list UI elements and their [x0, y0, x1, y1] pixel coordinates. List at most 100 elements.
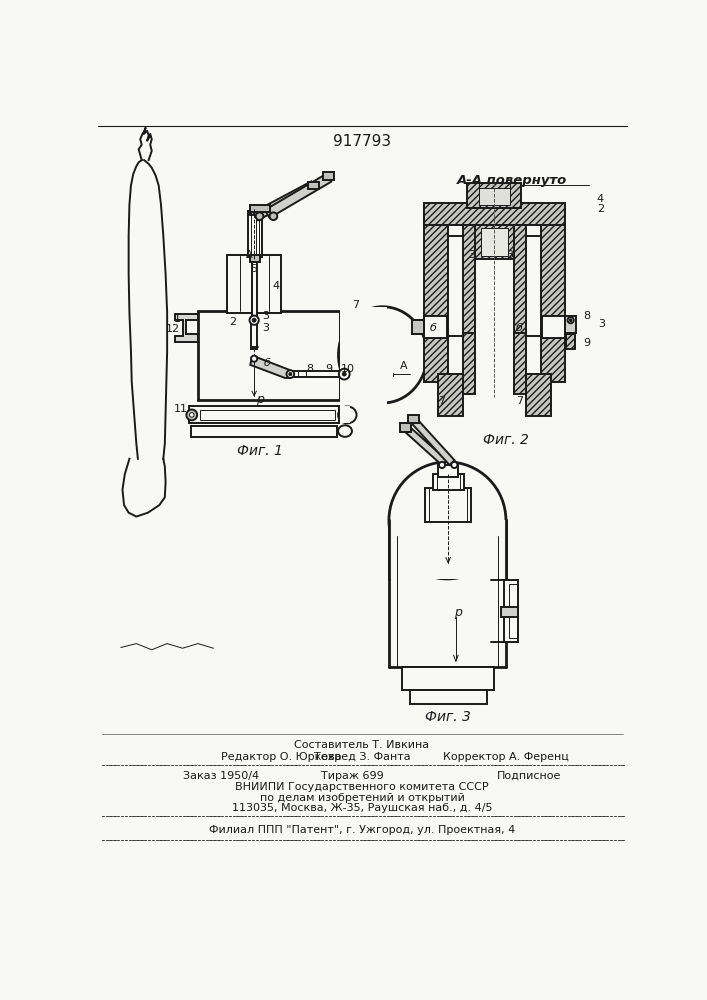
Text: Подписное: Подписное [497, 771, 561, 781]
Bar [412, 320, 424, 334]
Bar [227, 255, 281, 312]
Bar [389, 520, 506, 579]
Bar [438, 465, 458, 477]
Text: Фиг. 1: Фиг. 1 [237, 444, 283, 458]
Text: 2: 2 [597, 204, 604, 214]
Bar [474, 225, 515, 259]
Text: 5: 5 [250, 264, 257, 274]
Bar [409, 690, 486, 704]
Text: A: A [399, 361, 407, 371]
Polygon shape [254, 181, 315, 220]
Text: б: б [515, 323, 522, 333]
Text: Заказ 1950/4: Заказ 1950/4 [182, 771, 259, 781]
Polygon shape [404, 425, 447, 465]
Circle shape [251, 356, 257, 362]
Bar [250, 209, 259, 215]
Polygon shape [265, 174, 331, 218]
Bar [566, 334, 575, 349]
Bar [423, 205, 448, 382]
Circle shape [288, 373, 292, 376]
Text: А-А повернуто: А-А повернуто [457, 174, 567, 187]
Text: по делам изобретений и открытий: по делам изобретений и открытий [259, 793, 464, 803]
Circle shape [339, 369, 350, 379]
Text: 3: 3 [506, 250, 513, 260]
Bar [251, 322, 257, 349]
Bar [250, 255, 259, 262]
Text: 9: 9 [583, 338, 590, 348]
Bar [565, 316, 576, 333]
Bar [198, 311, 340, 400]
Bar [514, 333, 526, 394]
Ellipse shape [389, 462, 506, 579]
Ellipse shape [338, 406, 356, 423]
Bar [501, 607, 518, 617]
Bar [293, 371, 344, 377]
Circle shape [252, 318, 256, 322]
Bar [408, 415, 419, 423]
Text: 3: 3 [262, 311, 269, 321]
Bar [467, 183, 521, 208]
Text: б: б [429, 323, 436, 333]
Text: б: б [264, 358, 271, 368]
Text: 12: 12 [166, 324, 180, 334]
Text: 4: 4 [273, 281, 280, 291]
Bar [479, 188, 510, 205]
Bar [525, 235, 541, 336]
Text: 4: 4 [597, 194, 604, 204]
Bar [340, 307, 387, 405]
Text: 11: 11 [174, 404, 188, 414]
Bar [402, 667, 494, 690]
Text: р: р [455, 606, 462, 619]
Text: 917793: 917793 [333, 134, 391, 149]
Text: A: A [246, 250, 253, 260]
Bar [541, 205, 565, 382]
Polygon shape [175, 314, 198, 342]
Bar [542, 316, 565, 338]
Bar [509, 584, 518, 638]
Text: 3: 3 [598, 319, 605, 329]
Bar [463, 225, 475, 333]
Bar [433, 474, 464, 490]
Circle shape [569, 319, 572, 322]
Text: Техред З. Фанта: Техред З. Фанта [314, 752, 410, 762]
Text: 10: 10 [341, 364, 355, 374]
Text: 1: 1 [174, 314, 181, 324]
Circle shape [451, 462, 457, 468]
Circle shape [568, 317, 573, 323]
Bar [514, 225, 526, 333]
Polygon shape [250, 357, 291, 378]
Bar [308, 182, 319, 189]
Bar [526, 374, 551, 416]
Text: Филиал ППП "Патент", г. Ужгород, ул. Проектная, 4: Филиал ППП "Патент", г. Ужгород, ул. Про… [209, 825, 515, 835]
Text: 7: 7 [516, 396, 523, 406]
Text: Редактор О. Юркова: Редактор О. Юркова [221, 752, 341, 762]
Polygon shape [411, 418, 455, 465]
Text: ВНИИПИ Государственного комитета СССР: ВНИИПИ Государственного комитета СССР [235, 782, 489, 792]
Bar [200, 410, 335, 420]
Bar [189, 406, 339, 423]
Bar [438, 374, 463, 416]
Bar [481, 228, 508, 256]
Text: 113035, Москва, Ж-35, Раушская наб., д. 4/5: 113035, Москва, Ж-35, Раушская наб., д. … [232, 803, 492, 813]
Text: 3: 3 [468, 250, 475, 260]
Bar [252, 262, 257, 320]
Text: Фиг. 2: Фиг. 2 [483, 433, 529, 447]
Bar [250, 205, 269, 212]
Circle shape [250, 316, 259, 325]
Text: 7: 7 [438, 396, 445, 406]
Text: 8: 8 [306, 364, 313, 374]
Bar [423, 203, 565, 225]
Text: Корректор А. Ференц: Корректор А. Ференц [443, 752, 569, 762]
Circle shape [187, 410, 197, 420]
Bar [339, 406, 350, 423]
Text: Фиг. 3: Фиг. 3 [425, 710, 471, 724]
Bar [423, 316, 447, 338]
Circle shape [189, 413, 194, 417]
Text: Тираж 699: Тираж 699 [320, 771, 383, 781]
Circle shape [256, 212, 264, 220]
Bar [425, 488, 472, 522]
Ellipse shape [339, 307, 427, 403]
Circle shape [269, 212, 277, 220]
Bar [463, 333, 475, 394]
Text: р: р [256, 393, 264, 406]
